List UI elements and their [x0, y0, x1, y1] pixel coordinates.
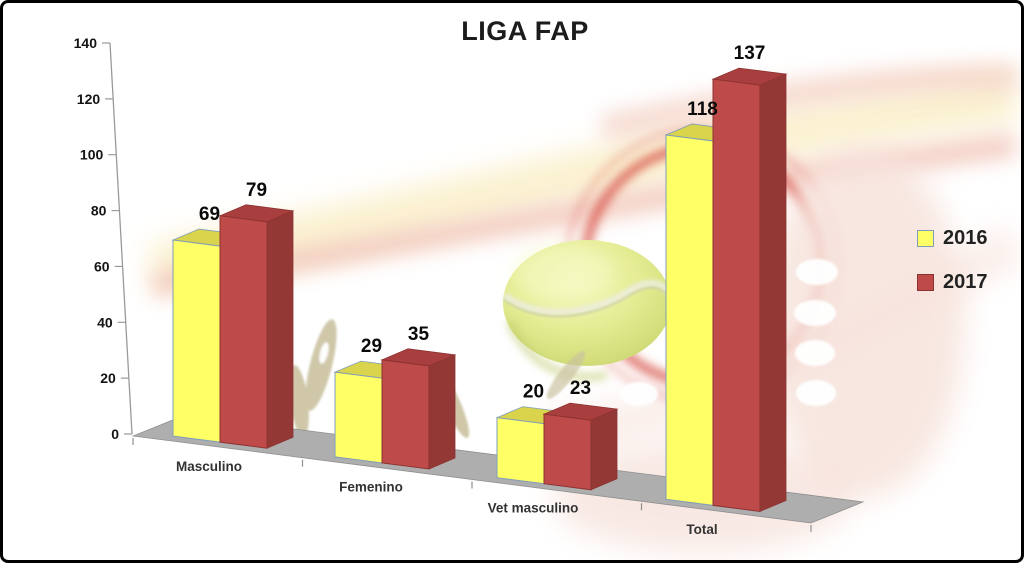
- bar-2017-total: [711, 67, 788, 513]
- legend-swatch-2017: [917, 274, 934, 291]
- legend-swatch-2016: [917, 230, 934, 247]
- bar-front-face: [496, 417, 545, 485]
- bar-front-face: [172, 239, 221, 443]
- bar-2017-masculino: [218, 204, 295, 449]
- white-dots-decoration: [620, 259, 838, 406]
- data-label: 137: [734, 43, 766, 64]
- bar-2017-femenino: [380, 348, 457, 470]
- data-label: 79: [246, 180, 267, 201]
- bar-side-face: [266, 210, 294, 449]
- y-tick-label: 40: [97, 314, 113, 330]
- legend-label-2017: 2017: [943, 271, 988, 293]
- y-tick-label: 0: [111, 426, 119, 442]
- y-tick-label: 20: [100, 370, 116, 386]
- legend-item-2016: 2016: [917, 227, 988, 250]
- y-tick-label: 120: [77, 91, 101, 107]
- legend: 2016 2017: [917, 227, 988, 315]
- chart-title: LIGA FAP: [461, 16, 589, 46]
- tennis-ball-seam: [503, 286, 672, 318]
- data-label: 118: [687, 99, 718, 120]
- category-label: Femenino: [339, 480, 403, 495]
- data-label: 20: [523, 382, 544, 403]
- bar-side-face: [590, 408, 618, 491]
- bar-front-face: [381, 359, 430, 470]
- category-label: Masculino: [176, 459, 242, 474]
- category-label: Vet masculino: [488, 500, 579, 515]
- bar-front-face: [219, 215, 268, 449]
- legend-label-2016: 2016: [943, 227, 988, 249]
- data-label: 29: [361, 336, 382, 357]
- bar-front-face: [712, 78, 761, 513]
- legend-item-2017: 2017: [917, 271, 988, 294]
- bar-front-face: [543, 413, 592, 491]
- tennis-ball: [502, 240, 673, 382]
- y-axis: [109, 42, 133, 435]
- y-tick-label: 140: [74, 35, 98, 51]
- plot-area: 0 20 40 60 80 100 120 140 Masculino Femenino Vet m…: [74, 35, 865, 537]
- chart-canvas: 0 20 40 60 80 100 120 140 Masculino Femenino Vet m…: [74, 35, 1021, 553]
- category-label: Total: [686, 522, 717, 537]
- y-tick-label: 80: [91, 203, 107, 219]
- bar-side-face: [428, 354, 456, 470]
- data-label: 69: [199, 204, 220, 225]
- bar-2017-vet-masculino: [542, 402, 619, 491]
- pink-haze-right: [765, 148, 965, 498]
- bar-side-face: [759, 73, 787, 513]
- y-tick-label: 100: [80, 147, 104, 163]
- data-label: 35: [408, 324, 430, 345]
- y-tick-label: 60: [94, 258, 110, 274]
- data-label: 23: [570, 378, 591, 399]
- bar-front-face: [665, 134, 714, 506]
- bar-front-face: [334, 371, 383, 464]
